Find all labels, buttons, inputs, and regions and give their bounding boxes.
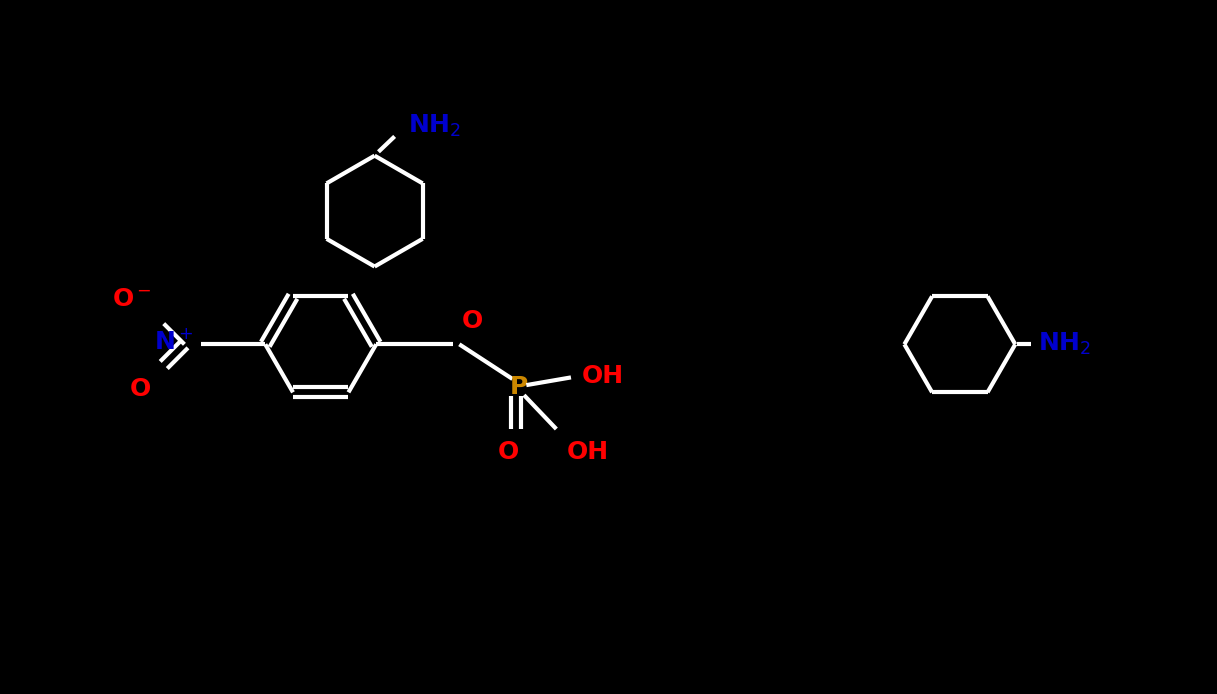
- Text: OH: OH: [582, 364, 624, 388]
- Text: NH$_2$: NH$_2$: [408, 112, 460, 139]
- Text: O: O: [130, 378, 151, 401]
- Text: N$^+$: N$^+$: [155, 329, 194, 354]
- Text: O: O: [498, 440, 520, 464]
- Text: O$^-$: O$^-$: [112, 287, 151, 312]
- Text: NH$_2$: NH$_2$: [1038, 331, 1092, 357]
- Text: O: O: [461, 309, 483, 332]
- Text: P: P: [510, 375, 528, 398]
- Text: OH: OH: [566, 440, 608, 464]
